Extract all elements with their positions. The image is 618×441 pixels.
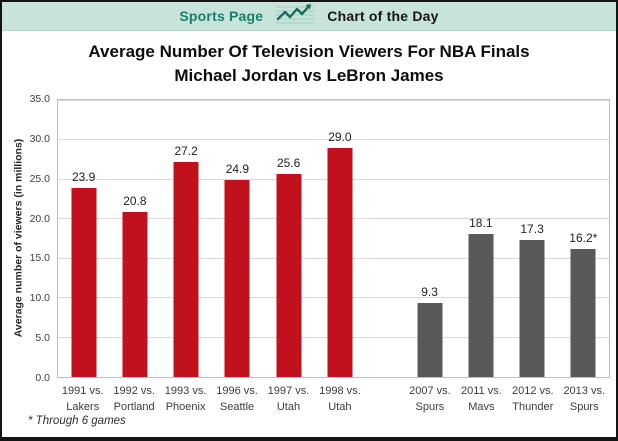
bar-column: 25.6 [263, 100, 314, 377]
x-tick-label: 1993 vs. Phoenix [164, 385, 207, 413]
bar-column: 17.3 [506, 100, 557, 377]
plot-area: 23.9 20.8 27.2 24.9 25.6 29.0 9.3 18.1 17.3 16.2* [57, 99, 610, 378]
x-tick-label: 1992 vs. Portland [113, 385, 155, 413]
bar-value-label: 9.3 [421, 285, 438, 300]
y-tick-label: 35.0 [29, 93, 50, 105]
bar [122, 212, 148, 377]
bar-value-label: 20.8 [123, 194, 147, 209]
x-tick-label: 1996 vs. Seattle [216, 385, 258, 413]
x-tick-label: 2013 vs. Spurs [563, 385, 606, 413]
x-tick-label: 1997 vs. Utah [267, 385, 310, 413]
x-tick-label: 1991 vs. Lakers [61, 385, 104, 413]
bar-column: 18.1 [455, 100, 506, 377]
bar-value-label: 27.2 [174, 143, 198, 158]
bar [468, 233, 494, 377]
y-tick-label: 15.0 [29, 252, 50, 265]
x-axis-labels: 1991 vs. Lakers 1992 vs. Portland 1993 vs.… [57, 384, 610, 416]
grid-line [58, 99, 609, 101]
bar [417, 303, 443, 377]
y-tick-label: 0.0 [35, 372, 50, 384]
y-tick-label: 30.0 [29, 132, 50, 145]
bar [224, 179, 250, 377]
header-banner: Sports Page Chart of the Day [2, 2, 616, 31]
bar-column: 20.8 [109, 100, 160, 377]
bar-value-label: 17.3 [520, 222, 544, 237]
bar-column: 27.2 [161, 100, 212, 377]
brand-label: Sports Page [179, 8, 264, 24]
y-tick-label: 20.0 [29, 212, 50, 225]
y-tick-label: 5.0 [35, 332, 50, 345]
x-tick-label: 2011 vs. Mavs [460, 385, 502, 413]
grid-line [58, 376, 609, 378]
bar-value-label: 24.9 [225, 161, 250, 176]
bar [276, 174, 302, 377]
bar-column: 23.9 [58, 100, 109, 377]
bar [327, 147, 353, 377]
bar [570, 248, 596, 377]
bar [173, 161, 199, 377]
bar [519, 240, 545, 377]
grid-line [58, 139, 609, 141]
chart-title-block: Average Number Of Television Viewers For… [2, 40, 616, 88]
bar-column: 16.2* [558, 100, 609, 377]
x-tick-label: 2012 vs. Thunder [512, 385, 554, 413]
series-gap-spacer [366, 100, 404, 377]
line-chart-icon [275, 2, 315, 31]
bar [71, 187, 97, 377]
x-tick-label: 1998 vs. Utah [319, 385, 361, 413]
x-tick-label: 2007 vs. Spurs [409, 385, 451, 413]
footnote: * Through 6 games [28, 415, 126, 427]
bar-value-label: 18.1 [469, 215, 493, 230]
bar-value-label: 23.9 [71, 169, 96, 184]
chart-title: Average Number Of Television Viewers For… [88, 42, 530, 61]
y-tick-label: 10.0 [29, 292, 50, 305]
bar-value-label: 25.6 [276, 156, 301, 171]
bar-column: 24.9 [212, 100, 263, 377]
chart-subtitle: Michael Jordan vs LeBron James [174, 65, 444, 85]
series-gap-spacer [366, 384, 405, 416]
bar-column: 9.3 [404, 100, 455, 377]
bar-value-label: 16.2* [569, 230, 598, 245]
y-tick-label: 25.0 [29, 172, 50, 185]
bar-columns: 23.9 20.8 27.2 24.9 25.6 29.0 9.3 18.1 17.3 16.2* [58, 100, 609, 377]
feature-label: Chart of the Day [327, 8, 439, 24]
bar-value-label: 29.0 [328, 129, 352, 144]
bar-column: 29.0 [314, 100, 365, 377]
